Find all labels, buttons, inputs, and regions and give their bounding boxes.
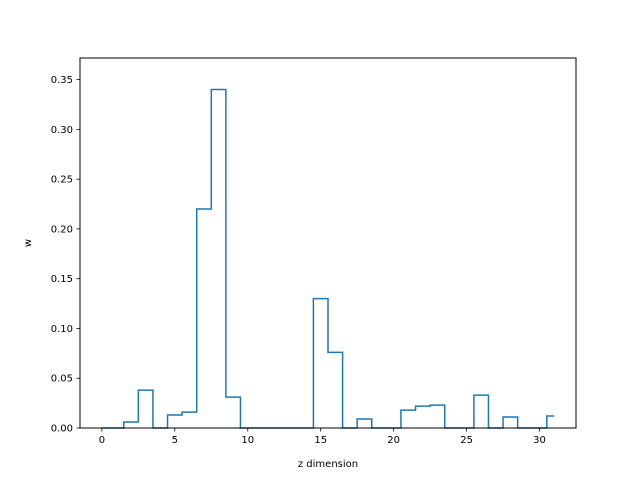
y-tick-label: 0.00 <box>51 424 73 435</box>
plot-frame <box>79 57 577 429</box>
x-tick-label: 5 <box>172 435 178 446</box>
x-tick-label: 15 <box>314 435 327 446</box>
x-axis-label: z dimension <box>298 459 358 470</box>
y-tick-label: 0.30 <box>51 125 73 136</box>
y-tick-label: 0.25 <box>51 175 73 186</box>
x-tick-label: 20 <box>387 435 400 446</box>
x-tick-label: 0 <box>99 435 105 446</box>
y-tick-label: 0.05 <box>51 374 73 385</box>
y-tick-label: 0.10 <box>51 324 73 335</box>
y-tick-label: 0.20 <box>51 224 73 235</box>
y-tick-label: 0.15 <box>51 274 73 285</box>
y-axis-label: w <box>23 239 34 247</box>
x-tick-label: 30 <box>533 435 546 446</box>
x-tick-label: 25 <box>460 435 473 446</box>
y-tick-label: 0.35 <box>51 75 73 86</box>
ticks-layer: 0 5 10 15 20 25 30 0.00 0.05 0.10 0.15 0.20 0.25 0.30… <box>51 75 546 446</box>
series-line <box>101 88 555 429</box>
x-tick-label: 10 <box>241 435 254 446</box>
